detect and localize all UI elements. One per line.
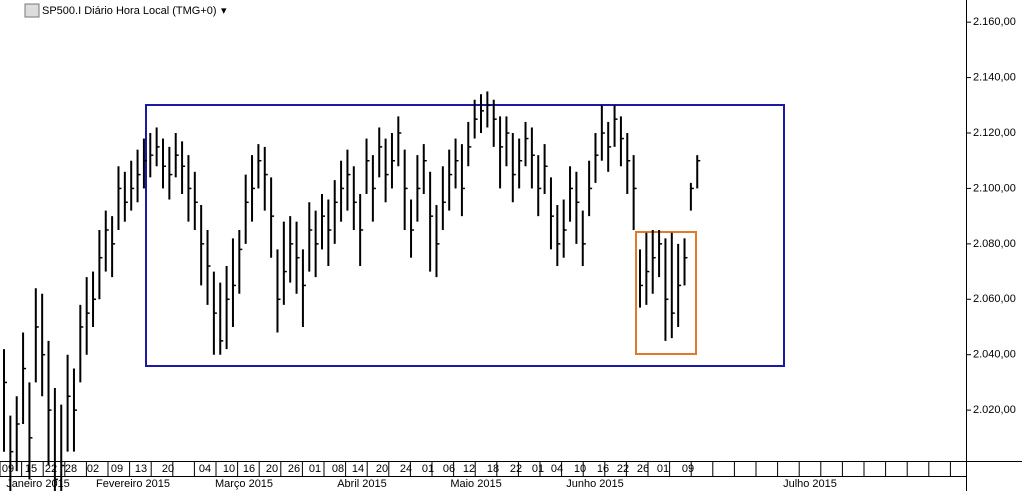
x-month-label: Maio 2015 [450,478,501,490]
x-month-label: Março 2015 [215,478,273,490]
y-tick-label: 2.020,00 [973,404,1016,416]
x-tick-label: 01 [657,463,669,475]
x-month-label: Fevereiro 2015 [96,478,170,490]
x-tick-label: 02 [87,463,99,475]
y-tick-label: 2.140,00 [973,71,1016,83]
x-month-label: Julho 2015 [783,478,837,490]
x-month-label: Junho 2015 [566,478,624,490]
range-box [145,104,785,367]
x-tick-label: 16 [597,463,609,475]
x-tick-label: 09 [2,463,14,475]
y-tick-label: 2.080,00 [973,238,1016,250]
y-tick-label: 2.040,00 [973,349,1016,361]
x-tick-label: 26 [637,463,649,475]
x-tick-label: 13 [135,463,147,475]
x-tick-label: 04 [551,463,563,475]
x-tick-label: 09 [111,463,123,475]
x-tick-label: 12 [463,463,475,475]
highlight-box [635,231,697,355]
x-tick-label: 20 [266,463,278,475]
x-tick-label: 08 [332,463,344,475]
x-tick-label: 10 [574,463,586,475]
x-tick-label: 16 [243,463,255,475]
x-tick-label: 09 [682,463,694,475]
x-tick-label: 18 [487,463,499,475]
x-tick-label: 10 [223,463,235,475]
x-month-label: Abril 2015 [337,478,387,490]
x-tick-label: 06 [443,463,455,475]
x-tick-label: 26 [288,463,300,475]
dropdown-arrow[interactable]: ▾ [221,5,227,17]
x-tick-label: 01 [309,463,321,475]
x-tick-label: 22 [617,463,629,475]
chart-title[interactable]: SP500.I Diário Hora Local (TMG+0) [42,5,217,17]
x-tick-label: 20 [162,463,174,475]
x-tick-label: 28 [65,463,77,475]
x-tick-label: 15 [25,463,37,475]
x-tick-label: 01 [422,463,434,475]
x-tick-label: 20 [376,463,388,475]
x-tick-label: 24 [400,463,412,475]
y-tick-label: 2.120,00 [973,127,1016,139]
symbol-icon[interactable] [24,3,40,18]
x-tick-label: 04 [199,463,211,475]
y-tick-label: 2.100,00 [973,182,1016,194]
x-tick-label: 22 [510,463,522,475]
x-tick-label: 14 [352,463,364,475]
y-tick-label: 2.160,00 [973,16,1016,28]
x-tick-label: 01 [532,463,544,475]
y-tick-label: 2.060,00 [973,293,1016,305]
